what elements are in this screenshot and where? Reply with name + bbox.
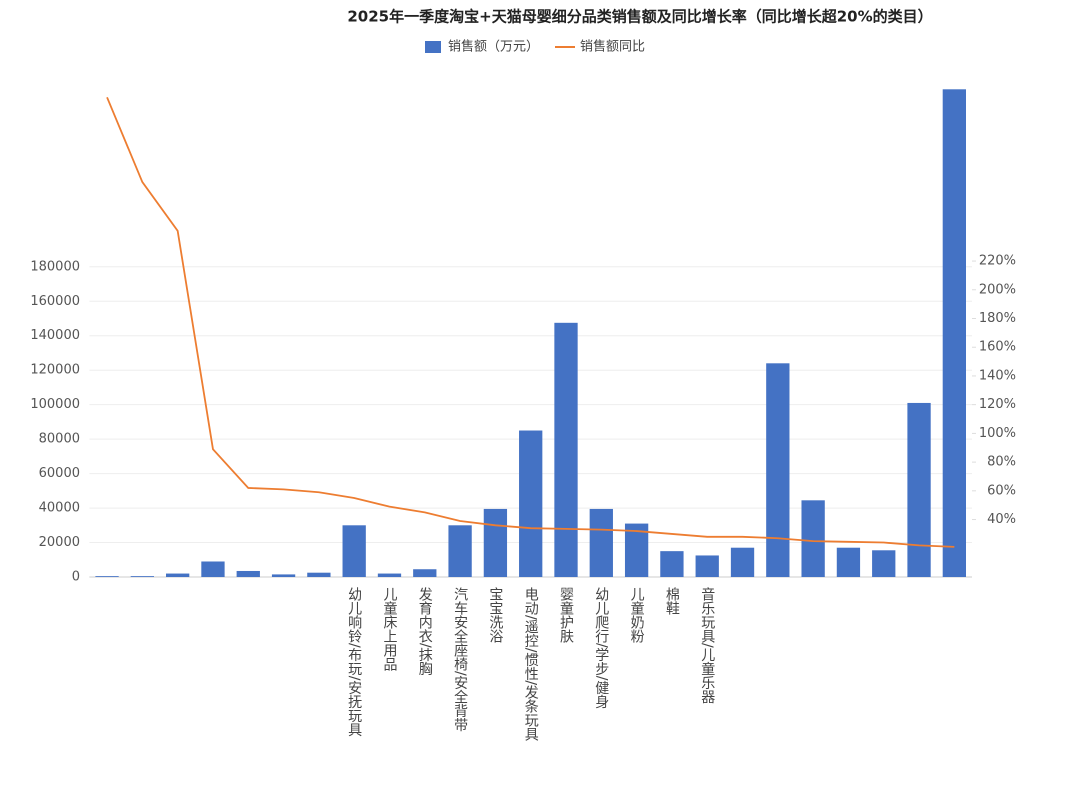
legend-label: 销售额（万元） [448, 39, 539, 55]
y2-tick-label: 220% [979, 254, 1016, 269]
bar [589, 508, 613, 577]
x-tick-label: 发育内衣/抹胸 [417, 587, 433, 676]
bar [95, 576, 119, 577]
bar [554, 322, 578, 577]
bar [695, 555, 719, 577]
bar [624, 523, 649, 577]
bar [872, 550, 896, 577]
bar [271, 574, 296, 577]
line [106, 96, 955, 548]
bar [801, 500, 825, 577]
x-tick-label: 幼儿响铃/布玩/安抚玩具 [346, 587, 362, 737]
bar [519, 430, 543, 577]
y-tick-label: 120000 [30, 363, 80, 378]
bar [766, 363, 790, 577]
legend-swatch [425, 41, 441, 53]
y2-tick-label: 140% [979, 368, 1016, 383]
bar [907, 402, 931, 577]
x-tick-label: 电动/遥控/惯性/发条玩具 [523, 587, 539, 741]
x-tick-label: 婴童护肤 [558, 587, 574, 644]
x-tick-label: 儿童床上用品 [381, 587, 397, 671]
y2-tick-label: 80% [987, 455, 1016, 470]
y-tick-label: 140000 [30, 328, 80, 343]
y-tick-label: 60000 [39, 466, 80, 481]
bar [660, 551, 684, 577]
x-tick-label: 儿童奶粉 [629, 587, 645, 644]
y-tick-label: 40000 [39, 501, 80, 516]
bar [236, 570, 260, 577]
y2-tick-label: 180% [979, 311, 1016, 326]
y2-tick-label: 60% [987, 483, 1016, 498]
bar [413, 569, 437, 577]
x-tick-label: 汽车安全座椅/安全背带 [452, 587, 468, 733]
x-tick-label: 幼儿爬行/学步/健身 [593, 587, 609, 710]
y2-tick-label: 100% [979, 426, 1016, 441]
bar [377, 573, 402, 577]
chart-title: 2025年一季度淘宝+天猫母婴细分品类销售额及同比增长率（同比增长超20%的类目… [347, 8, 932, 26]
bar [836, 547, 861, 577]
bar [201, 561, 225, 577]
x-tick-label: 棉鞋 [664, 586, 680, 615]
y-tick-label: 180000 [30, 259, 80, 274]
y-tick-label: 80000 [39, 432, 80, 447]
bar [483, 508, 508, 577]
bar [130, 576, 155, 577]
y2-tick-label: 160% [979, 340, 1016, 355]
bar [342, 525, 366, 577]
bar [942, 89, 966, 578]
x-tick-label: 音乐玩具/儿童乐器 [699, 586, 715, 704]
y-tick-label: 0 [72, 570, 80, 585]
x-tick-label: 宝宝洗浴 [487, 587, 503, 643]
bar [448, 525, 472, 577]
y2-tick-label: 200% [979, 282, 1016, 297]
bar [166, 573, 190, 577]
y2-tick-label: 120% [979, 397, 1016, 412]
y-tick-label: 20000 [39, 535, 80, 550]
y2-tick-label: 40% [987, 512, 1016, 527]
y-tick-label: 100000 [30, 397, 80, 412]
bar [730, 547, 755, 577]
legend-label: 销售额同比 [580, 39, 645, 55]
y-tick-label: 160000 [30, 294, 80, 309]
bar [307, 572, 331, 577]
